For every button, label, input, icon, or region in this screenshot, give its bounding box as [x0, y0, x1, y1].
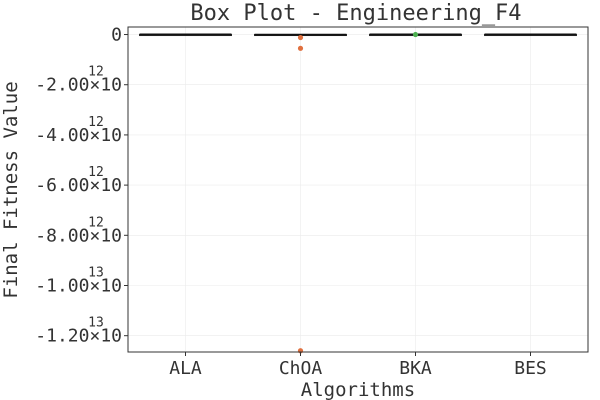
y-tick-exponent: 12	[88, 115, 104, 130]
y-tick-label: -1.00×10	[35, 275, 122, 296]
outlier-point	[297, 45, 304, 51]
y-tick-label: -4.00×10	[35, 125, 122, 146]
chart-title: Box Plot - Engineering_F4	[190, 1, 521, 26]
y-tick-exponent: 13	[88, 265, 104, 280]
axis-layer: 0-2.00×1012-4.00×1012-6.00×1012-8.00×101…	[35, 25, 546, 379]
y-tick-label: 0	[111, 25, 122, 46]
outlier-point	[412, 31, 419, 38]
y-tick-exponent: 12	[88, 215, 104, 230]
x-tick-label: BKA	[399, 358, 432, 379]
y-tick-label: -8.00×10	[35, 225, 122, 246]
outlier-point	[297, 34, 304, 41]
y-tick-label: -2.00×10	[35, 75, 122, 96]
plot-frame	[127, 26, 589, 353]
x-tick-label: ALA	[169, 358, 202, 379]
y-tick-label: -6.00×10	[35, 175, 122, 196]
x-tick-label: BES	[514, 358, 547, 379]
y-tick-label: -1.20×10	[35, 326, 122, 347]
y-axis-title: Final Fitness Value	[0, 81, 22, 298]
x-axis-title: Algorithms	[301, 379, 415, 400]
y-tick-exponent: 12	[88, 65, 104, 80]
box-layer	[139, 31, 577, 354]
y-tick-exponent: 13	[88, 316, 104, 331]
y-tick-exponent: 12	[88, 165, 104, 180]
grid-layer	[128, 27, 588, 352]
x-tick-label: ChOA	[279, 358, 323, 379]
